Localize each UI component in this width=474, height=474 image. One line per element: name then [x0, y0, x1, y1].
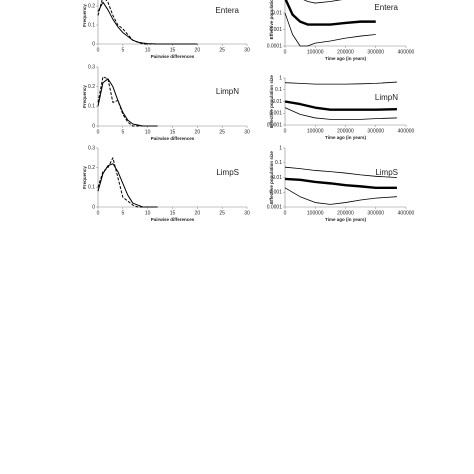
y-tick-label: 1 [279, 75, 282, 81]
series-line [284, 100, 397, 111]
x-tick-label: 10 [145, 47, 151, 53]
y-tick-label: 0.0001 [267, 122, 283, 128]
panel-label: LimpS [375, 168, 398, 177]
y-axis-title: Effective population size [269, 75, 274, 128]
x-tick-label: 0 [284, 49, 287, 55]
series-line [284, 177, 397, 190]
series-line [97, 0, 198, 45]
panel-label: Entera [215, 6, 239, 15]
x-tick-label: 0 [97, 47, 100, 53]
x-tick-label: 200000 [337, 128, 354, 134]
y-tick-label: 0.3 [88, 145, 95, 151]
series-line [97, 78, 158, 127]
x-tick-label: 100000 [307, 210, 324, 216]
y-tick-label: 0.1 [275, 87, 282, 93]
series-line [97, 1, 198, 45]
x-tick-label: 100000 [307, 128, 324, 134]
x-tick-label: 5 [121, 47, 124, 53]
x-tick-label: 15 [170, 210, 176, 216]
y-tick-label: 0.001 [269, 27, 282, 33]
x-tick-label: 5 [121, 129, 124, 135]
x-tick-label: 20 [195, 129, 201, 135]
y-axis-title: Frequency [82, 166, 87, 189]
x-tick-label: 30 [244, 47, 250, 53]
x-tick-label: 0 [97, 129, 100, 135]
y-tick-label: 0.3 [88, 64, 95, 70]
y-tick-label: 0.1 [88, 185, 95, 191]
x-tick-label: 25 [219, 210, 225, 216]
x-tick-label: 15 [170, 47, 176, 53]
y-axis-title: Effective population size [269, 151, 274, 204]
series-line [284, 12, 376, 47]
x-axis-title: Time ago (in years) [325, 135, 366, 140]
y-tick-label: 0.001 [269, 190, 282, 196]
series-line [303, 0, 343, 4]
y-tick-label: 0 [92, 41, 95, 47]
y-tick-label: 0.0001 [267, 204, 283, 210]
series-line [284, 81, 397, 85]
series-line [284, 0, 376, 26]
x-tick-label: 25 [219, 47, 225, 53]
y-tick-label: 0.2 [88, 165, 95, 171]
y-tick-label: 0.001 [269, 111, 282, 117]
y-tick-label: 0.2 [88, 3, 95, 9]
y-axis-title: Frequency [82, 4, 87, 27]
x-tick-label: 0 [97, 210, 100, 216]
y-tick-label: 0.2 [88, 84, 95, 90]
x-tick-label: 400000 [398, 128, 415, 134]
series-line [97, 157, 158, 208]
x-tick-label: 15 [170, 129, 176, 135]
series-line [284, 107, 397, 120]
series-line [97, 163, 158, 208]
y-tick-label: 0.1 [275, 160, 282, 166]
panel-label: LimpN [375, 93, 398, 102]
x-tick-label: 30 [244, 129, 250, 135]
x-tick-label: 100000 [307, 49, 324, 55]
x-tick-label: 0 [284, 128, 287, 134]
y-tick-label: 1 [279, 145, 282, 151]
y-tick-label: 0 [92, 204, 95, 210]
x-axis-title: Time ago (in years) [325, 217, 366, 222]
x-tick-label: 400000 [398, 210, 415, 216]
x-tick-label: 20 [195, 210, 201, 216]
series-line [97, 76, 158, 127]
y-axis-title: Effective population size [269, 0, 274, 39]
y-tick-label: 0.1 [88, 22, 95, 28]
x-tick-label: 0 [284, 210, 287, 216]
x-axis-title: Pairwise differences [151, 54, 195, 59]
y-tick-label: 0.01 [272, 99, 282, 105]
x-tick-label: 300000 [367, 128, 384, 134]
x-tick-label: 400000 [398, 49, 415, 55]
y-tick-label: 0.01 [272, 175, 282, 181]
y-tick-label: 0.1 [88, 104, 95, 110]
panel-label: Entera [374, 3, 398, 12]
x-tick-label: 300000 [367, 210, 384, 216]
y-tick-label: 0.0001 [267, 43, 283, 49]
x-tick-label: 20 [195, 47, 201, 53]
x-tick-label: 200000 [337, 210, 354, 216]
x-tick-label: 30 [244, 210, 250, 216]
y-axis-title: Frequency [82, 85, 87, 108]
series-line [284, 166, 397, 178]
x-axis-title: Pairwise differences [151, 217, 195, 222]
panel-label: LimpS [216, 168, 239, 177]
x-axis-title: Pairwise differences [151, 136, 195, 141]
y-tick-label: 0.01 [272, 10, 282, 16]
panel-label: LimpN [216, 87, 239, 96]
x-tick-label: 10 [145, 129, 151, 135]
x-tick-label: 300000 [367, 49, 384, 55]
x-tick-label: 5 [121, 210, 124, 216]
x-axis-title: Time ago (in years) [325, 56, 366, 61]
y-tick-label: 0 [92, 123, 95, 129]
x-tick-label: 200000 [337, 49, 354, 55]
x-tick-label: 25 [219, 129, 225, 135]
series-line [284, 187, 397, 205]
x-tick-label: 10 [145, 210, 151, 216]
